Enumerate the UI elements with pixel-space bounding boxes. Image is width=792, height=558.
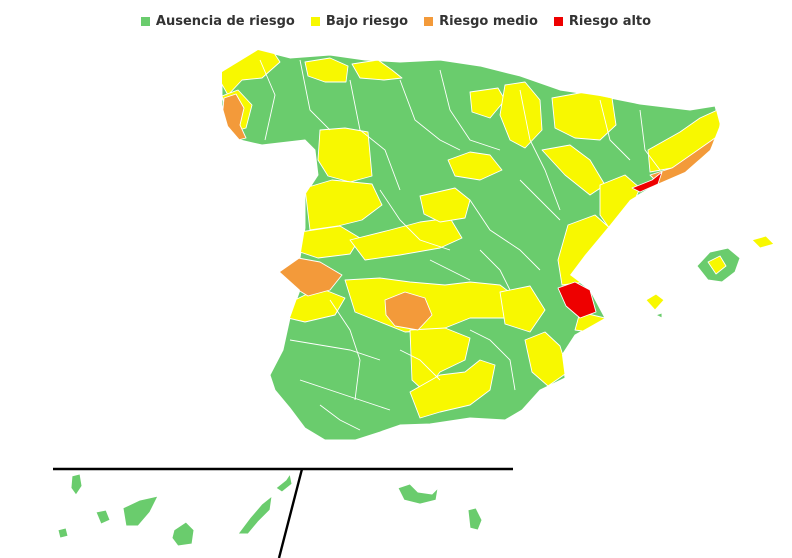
- region-low-leon-west[interactable]: [317, 127, 373, 183]
- island-menorca[interactable]: [751, 235, 775, 249]
- region-low-burgos[interactable]: [447, 151, 503, 181]
- legend-swatch-orange: [424, 16, 434, 26]
- region-high-barcelona-coast[interactable]: [631, 171, 663, 193]
- canary-divider-diagonal: [277, 468, 304, 558]
- island-el-hierro[interactable]: [57, 527, 69, 539]
- canary-islands: [57, 473, 293, 547]
- region-high-valencia[interactable]: [557, 281, 597, 319]
- province-borders: [259, 59, 661, 431]
- legend-item-medio[interactable]: Riesgo medio: [424, 14, 538, 29]
- legend-swatch-green: [140, 16, 150, 26]
- legend-item-ausencia[interactable]: Ausencia de riesgo: [140, 13, 295, 29]
- legend-label: Ausencia de riesgo: [155, 13, 295, 29]
- island-tenerife[interactable]: [122, 495, 159, 527]
- island-lanzarote[interactable]: [275, 473, 293, 493]
- region-low-madrid-band[interactable]: [349, 217, 463, 261]
- region-low-guadalajara[interactable]: [419, 187, 471, 223]
- island-la-palma[interactable]: [70, 473, 83, 496]
- legend-label: Riesgo alto: [568, 13, 652, 29]
- island-formentera[interactable]: [655, 312, 663, 319]
- island-mallorca-low[interactable]: [707, 255, 727, 275]
- legend-item-alto[interactable]: Riesgo alto: [553, 13, 652, 29]
- balearic-islands: [645, 235, 775, 319]
- island-ibiza[interactable]: [645, 293, 665, 311]
- island-gran-canaria[interactable]: [171, 521, 195, 547]
- territory-melilla[interactable]: [467, 507, 483, 531]
- map-legend: Ausencia de riesgo Bajo riesgo Riesgo me…: [0, 11, 792, 31]
- legend-swatch-yellow: [310, 16, 320, 26]
- legend-label: Bajo riesgo: [325, 13, 409, 29]
- region-low-cuenca-albacete[interactable]: [499, 285, 546, 333]
- region-low-jaen-granada[interactable]: [409, 359, 496, 419]
- region-low-teruel-castellon[interactable]: [599, 174, 641, 233]
- region-low-navarra[interactable]: [499, 81, 543, 149]
- island-fuerteventura[interactable]: [237, 495, 273, 535]
- region-low-zamora[interactable]: [304, 179, 383, 231]
- territory-ceuta[interactable]: [397, 483, 439, 505]
- legend-label: Riesgo medio: [439, 13, 538, 29]
- north-africa-territories: [397, 483, 483, 531]
- island-la-gomera[interactable]: [95, 509, 111, 525]
- region-low-asturias[interactable]: [304, 57, 349, 83]
- region-low-ciudad-real[interactable]: [409, 327, 471, 393]
- legend-swatch-red: [553, 16, 563, 26]
- region-medium-toledo-centre[interactable]: [384, 291, 433, 331]
- legend-item-bajo[interactable]: Bajo riesgo: [310, 13, 409, 29]
- region-low-bizkaia[interactable]: [469, 87, 506, 119]
